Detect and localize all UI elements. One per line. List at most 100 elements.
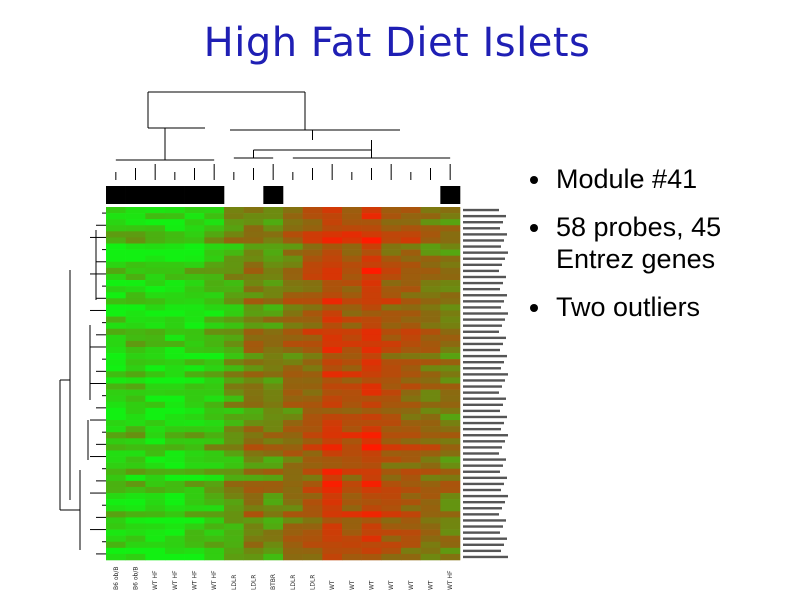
column-label: LDLR <box>251 575 258 590</box>
heatmap-cell <box>263 353 284 360</box>
heatmap-cell <box>145 450 166 457</box>
heatmap-cell <box>302 486 323 494</box>
heatmap-cell <box>283 334 303 342</box>
heatmap-cell <box>204 243 225 250</box>
heatmap-cell <box>440 219 461 226</box>
heatmap-cell <box>322 426 343 433</box>
heatmap-cell <box>440 280 461 287</box>
heatmap-cell <box>224 249 244 256</box>
heatmap-cell <box>165 310 185 317</box>
heatmap-cell <box>263 322 284 330</box>
heatmap-cell <box>224 444 244 451</box>
heatmap-cell <box>283 322 303 330</box>
heatmap-cell <box>184 249 205 256</box>
heatmap-cell <box>165 255 185 263</box>
heatmap-cell <box>283 529 303 536</box>
heatmap-cell <box>342 383 362 390</box>
heatmap-cell <box>145 219 166 226</box>
heatmap-cell <box>381 462 402 470</box>
bullet-item: 58 probes, 45 Entrez genes <box>530 211 794 275</box>
heatmap-cell <box>224 389 244 396</box>
column-label: WT HF <box>447 570 454 590</box>
heatmap-cell <box>145 371 166 378</box>
heatmap-cell <box>165 225 185 232</box>
heatmap-cell <box>381 334 402 342</box>
heatmap-cell <box>106 328 126 336</box>
heatmap-cell <box>263 395 284 403</box>
heatmap-cell <box>440 359 461 366</box>
heatmap-cell <box>106 383 126 390</box>
heatmap-cell <box>125 474 146 482</box>
heatmap-cell <box>283 444 303 451</box>
heatmap-cell <box>342 523 362 530</box>
heatmap-cell <box>283 273 303 281</box>
heatmap-cell <box>145 249 166 256</box>
heatmap-cell <box>302 505 323 512</box>
row-label-mark <box>463 476 507 480</box>
heatmap-cell <box>381 298 402 305</box>
heatmap-cell <box>440 353 461 360</box>
heatmap-cell <box>204 413 225 421</box>
heatmap-cell <box>224 237 244 244</box>
row-label-mark <box>463 507 502 510</box>
heatmap-cell <box>165 377 185 384</box>
heatmap-cell <box>165 523 185 530</box>
heatmap-cell <box>302 511 323 518</box>
heatmap-cell <box>420 444 441 451</box>
heatmap-cell <box>263 310 284 317</box>
heatmap-cell <box>302 237 323 244</box>
heatmap-cell <box>165 413 185 421</box>
heatmap-cell <box>302 438 323 445</box>
heatmap-cell <box>401 353 421 360</box>
heatmap-cell <box>243 499 264 506</box>
heatmap-cell <box>361 316 382 323</box>
heatmap-cell <box>420 517 441 524</box>
heatmap-cell <box>440 249 461 256</box>
heatmap-cell <box>125 353 146 360</box>
heatmap-cell <box>361 213 382 220</box>
heatmap-cell <box>125 499 146 506</box>
heatmap-cell <box>165 535 185 543</box>
heatmap-cell <box>440 231 461 238</box>
heatmap-cell <box>184 286 205 293</box>
heatmap-cell <box>440 322 461 330</box>
heatmap-cell <box>184 517 205 524</box>
group-marker <box>145 186 166 204</box>
heatmap-cell <box>381 371 402 378</box>
heatmap-cell <box>263 249 284 256</box>
heatmap-cell <box>184 529 205 536</box>
column-label: WT HF <box>192 570 199 590</box>
heatmap-cell <box>440 383 461 390</box>
heatmap-cell <box>125 213 146 220</box>
heatmap-cell <box>224 438 244 445</box>
heatmap-cell <box>420 316 441 323</box>
heatmap-cell <box>381 213 402 220</box>
row-label-mark <box>463 427 501 431</box>
heatmap-cell <box>106 456 126 463</box>
heatmap-cell <box>184 353 205 360</box>
heatmap-cell <box>165 389 185 396</box>
heatmap-cell <box>204 407 225 415</box>
heatmap-cell <box>165 334 185 342</box>
heatmap-cell <box>165 243 185 250</box>
heatmap-cell <box>302 249 323 256</box>
heatmap-cell <box>125 298 146 305</box>
heatmap-cell <box>302 334 323 342</box>
heatmap-cell <box>184 462 205 470</box>
row-label-mark <box>463 537 507 540</box>
heatmap-cell <box>342 420 362 427</box>
heatmap-cell <box>401 480 421 488</box>
heatmap-cell <box>125 286 146 293</box>
heatmap-cell <box>125 517 146 524</box>
heatmap-cell <box>302 298 323 305</box>
heatmap-cell <box>440 474 461 482</box>
heatmap-cell <box>145 267 166 275</box>
heatmap-cell <box>401 486 421 494</box>
heatmap-cell <box>125 468 146 476</box>
heatmap-cell <box>361 529 382 536</box>
heatmap-cell <box>184 413 205 421</box>
column-label: WT HF <box>172 570 179 590</box>
heatmap-cell <box>322 547 343 555</box>
group-marker <box>106 186 126 204</box>
heatmap-cell <box>165 426 185 433</box>
